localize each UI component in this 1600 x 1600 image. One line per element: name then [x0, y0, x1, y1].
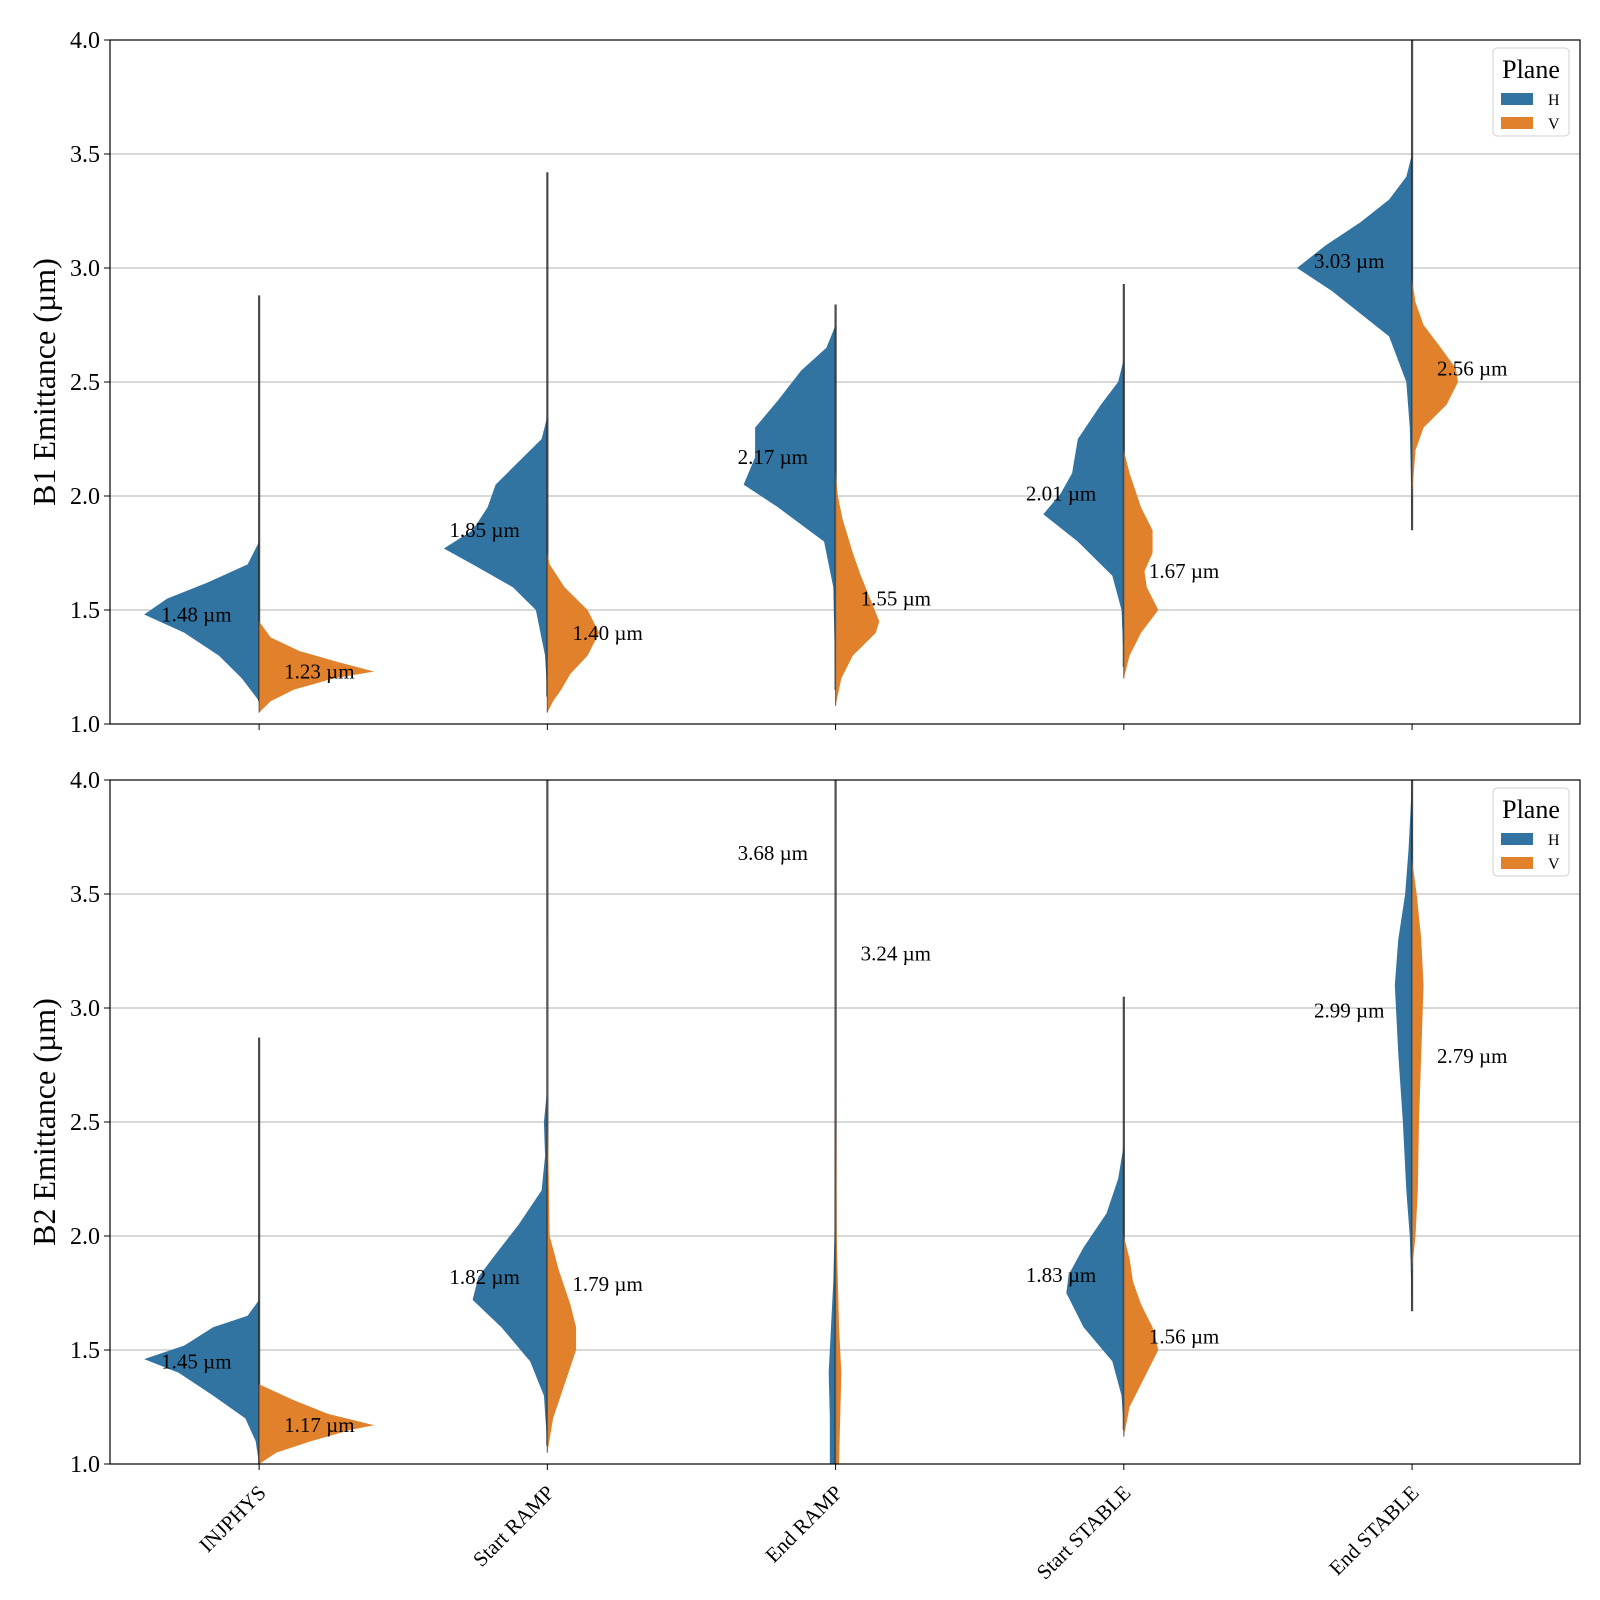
category-label-1: Start RAMP	[468, 1481, 559, 1572]
y-tick-label: 2.5	[70, 1110, 100, 1136]
legend-title: Plane	[1502, 55, 1560, 84]
median-label-v-0: 1.17 µm	[284, 1413, 354, 1437]
legend-entry-h: H	[1548, 832, 1560, 849]
legend-entry-v: V	[1548, 856, 1560, 873]
legend-swatch-h	[1501, 833, 1533, 845]
y-tick-label: 2.5	[70, 370, 100, 396]
median-label-h-3: 1.83 µm	[1026, 1263, 1096, 1287]
y-axis-label: B2 Emittance (µm)	[26, 998, 62, 1246]
median-label-v-4: 2.56 µm	[1437, 356, 1507, 380]
violin-v-0	[259, 1384, 375, 1464]
violin-h-1	[443, 416, 548, 697]
axes-frame	[109, 39, 1581, 725]
legend-swatch-v	[1501, 117, 1533, 129]
violin-v-0	[259, 621, 375, 713]
violin-v-4	[1412, 279, 1459, 496]
violin-v-4	[1412, 859, 1424, 1271]
violin-v-2	[835, 473, 880, 706]
violin-h-0	[144, 1299, 260, 1464]
axes-frame	[109, 779, 1581, 1465]
median-label-v-3: 1.56 µm	[1149, 1324, 1219, 1348]
median-label-h-2: 3.68 µm	[738, 841, 808, 865]
y-tick-label: 1.5	[70, 598, 100, 624]
violin-v-3	[1123, 1236, 1159, 1437]
violin-v-3	[1123, 450, 1159, 679]
legend-box	[1492, 787, 1570, 877]
category-label-3: Start STABLE	[1032, 1481, 1136, 1585]
violin-h-3	[1066, 1144, 1124, 1430]
y-tick-label: 3.0	[70, 256, 100, 282]
median-label-v-1: 1.40 µm	[572, 621, 642, 645]
median-label-h-4: 2.99 µm	[1314, 998, 1384, 1022]
y-tick-label: 1.0	[70, 1452, 100, 1478]
legend-title: Plane	[1502, 795, 1560, 824]
violin-h-0	[144, 541, 260, 702]
legend-entry-h: H	[1548, 92, 1560, 109]
violin-h-2	[828, 780, 836, 1464]
y-tick-label: 2.0	[70, 1224, 100, 1250]
y-tick-label: 3.5	[70, 142, 100, 168]
y-tick-label: 2.0	[70, 484, 100, 510]
violin-v-1	[547, 553, 600, 713]
median-label-h-1: 1.85 µm	[449, 518, 519, 542]
violin-h-4	[1394, 780, 1413, 1312]
median-label-v-4: 2.79 µm	[1437, 1044, 1507, 1068]
median-label-h-3: 2.01 µm	[1026, 482, 1096, 506]
y-tick-label: 3.0	[70, 996, 100, 1022]
legend-swatch-h	[1501, 93, 1533, 105]
median-label-h-0: 1.48 µm	[161, 603, 231, 627]
legend-entry-v: V	[1548, 116, 1560, 133]
violin-v-2	[835, 780, 842, 1464]
y-tick-label: 3.5	[70, 882, 100, 908]
category-label-4: End STABLE	[1324, 1481, 1424, 1581]
panel-2: 1.0 1.5 2.0 2.5 3.0 3.5 4.0 1.45 µm 1.82 µm 3.68 …	[26, 768, 1581, 1585]
category-label-2: End RAMP	[760, 1481, 847, 1568]
legend: Plane HV	[1492, 47, 1570, 137]
violin-h-4	[1297, 154, 1413, 531]
y-tick-label: 1.0	[70, 712, 100, 738]
legend-swatch-v	[1501, 857, 1533, 869]
median-label-v-2: 3.24 µm	[861, 941, 931, 965]
median-label-h-4: 3.03 µm	[1314, 249, 1384, 273]
violin-v-1	[547, 780, 577, 1453]
violin-h-3	[1043, 359, 1124, 667]
median-label-v-0: 1.23 µm	[284, 660, 354, 684]
y-axis-label: B1 Emittance (µm)	[26, 258, 62, 506]
median-label-v-1: 1.79 µm	[572, 1272, 642, 1296]
median-label-h-1: 1.82 µm	[449, 1265, 519, 1289]
median-label-v-3: 1.67 µm	[1149, 559, 1219, 583]
violin-h-1	[472, 1087, 548, 1446]
legend: Plane HV	[1492, 787, 1570, 877]
panel-1: 1.0 1.5 2.0 2.5 3.0 3.5 4.0 1.48 µm 1.85 µm 2.17 …	[26, 28, 1581, 738]
median-label-v-2: 1.55 µm	[861, 587, 931, 611]
category-label-0: INJPHYS	[194, 1481, 270, 1557]
y-tick-label: 4.0	[70, 28, 100, 54]
median-label-h-2: 2.17 µm	[738, 445, 808, 469]
median-label-h-0: 1.45 µm	[161, 1349, 231, 1373]
y-tick-label: 1.5	[70, 1338, 100, 1364]
y-tick-label: 4.0	[70, 768, 100, 794]
legend-box	[1492, 47, 1570, 137]
violin-h-2	[743, 325, 836, 690]
